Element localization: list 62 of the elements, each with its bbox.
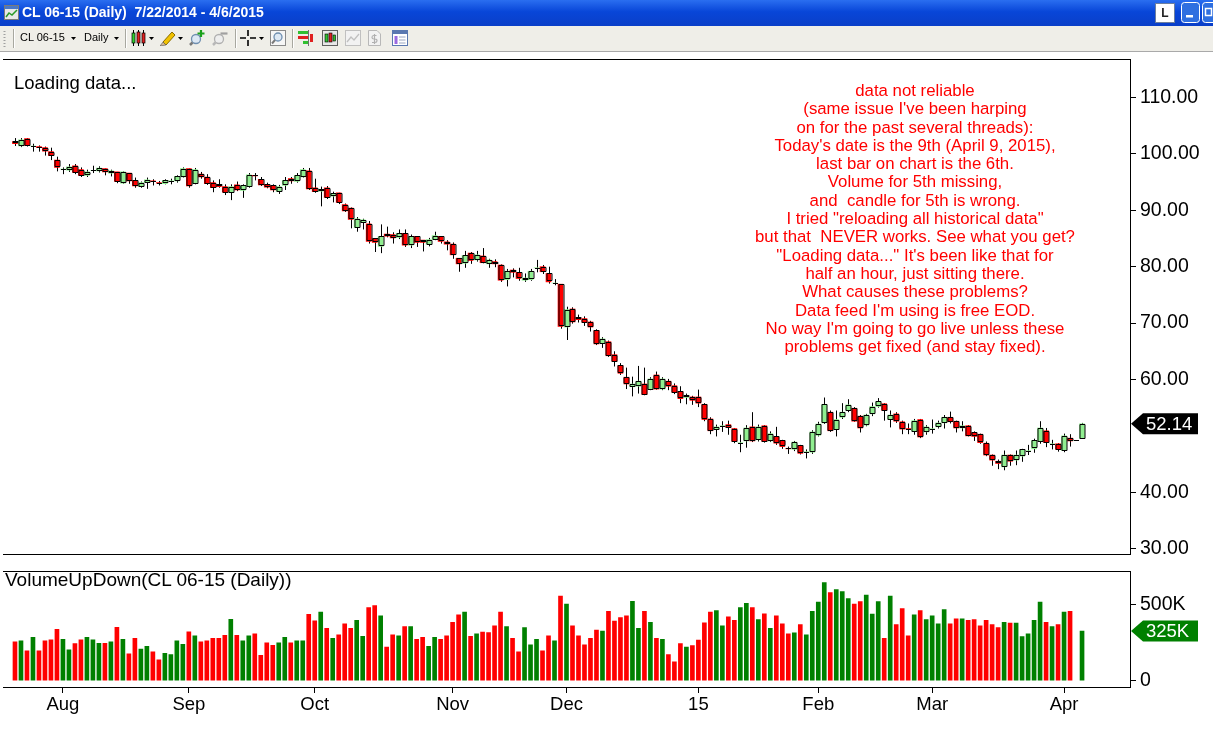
y-tick-label: 100.00 [1140,141,1200,164]
x-tick-label: Dec [550,693,583,715]
text: 52.14 [1146,412,1193,434]
bar [288,642,294,681]
x-tick-label: Feb [802,693,835,715]
bar [761,613,767,681]
bar [564,603,569,681]
bar [750,607,755,681]
bar [474,633,479,681]
text: CL 06-15 [20,31,65,43]
y-tick-label: 0 [1140,668,1151,691]
bar [654,637,659,681]
bar [318,611,324,681]
x-tick-label: Apr [1049,693,1079,715]
y-tick-label: 500K [1140,591,1186,614]
y-tick-label: 70.00 [1140,310,1189,333]
text: data not reliable (same issue I've been harping on for the past several threads): Today's date is the 9th (April 9, 2015), last bar on chart is the 6th. Volume for 5th missing, and candle for 5th is wrong. I tried "reloading all historical data" but that NEVER works. See what you get? "Loading data..." It's been like that for half an hour, just sitting there. What causes these problems? Data feed I'm using is free EOD. No way I'm going to go live unless these problems get fixed (and stay fixed). [755,81,1075,357]
x-tick-label: Sep [172,693,206,715]
bar [378,615,383,681]
bar [911,614,917,681]
bar [791,632,797,681]
bar [462,611,467,681]
bar [552,640,557,681]
bar [600,630,605,681]
y-tick-label: 110.00 [1140,84,1199,107]
bar [228,618,234,681]
bar [330,637,336,681]
annotation: Loading data... [14,72,137,94]
bar [887,595,893,681]
bar [408,626,413,681]
y-tick-label: 40.00 [1140,479,1189,502]
bar [648,621,653,681]
bar [917,610,923,681]
bar [684,646,689,681]
x-tick-label: Nov [436,693,470,715]
y-tick-label: 30.00 [1140,536,1189,559]
y-tick-label: 60.00 [1140,366,1189,389]
bar [324,628,330,681]
bar [642,610,647,681]
x-tick-label: Oct [300,693,330,715]
bar [558,595,563,681]
x-tick-label: Mar [916,693,949,715]
x-tick-label: Aug [46,693,80,715]
text: 325K [1146,620,1190,642]
text: Daily [84,31,109,43]
window-button: L [1155,3,1175,23]
bar [660,638,665,681]
bar [396,635,401,681]
bar [468,635,473,681]
bar [767,628,773,681]
y-tick-label: 90.00 [1140,197,1189,220]
chart-title: CL 06-15 (Daily) 7/22/2014 - 4/6/2015 [22,4,264,20]
y-tick-label: 80.00 [1140,254,1189,277]
chart-title: VolumeUpDown(CL 06-15 (Daily)) [5,569,292,591]
bar [402,626,407,681]
bar [504,626,509,681]
bar [234,635,240,681]
bar [756,619,761,681]
x-tick-label: 15 [688,693,709,715]
bar [797,624,803,681]
bar [881,637,887,681]
bar [827,592,833,681]
